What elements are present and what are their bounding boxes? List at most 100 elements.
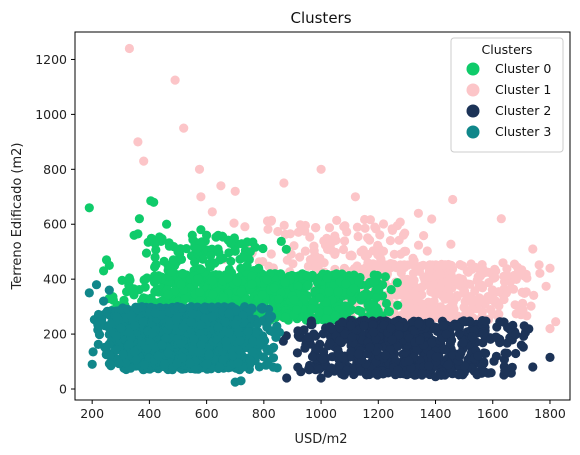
point-cluster-2: [304, 364, 314, 374]
point-cluster-2: [340, 329, 350, 339]
point-cluster-1: [405, 298, 415, 308]
point-cluster-0: [274, 294, 284, 304]
point-cluster-1: [322, 244, 333, 254]
point-cluster-0: [314, 307, 324, 317]
point-cluster-3: [261, 360, 271, 370]
point-cluster-3: [228, 351, 238, 361]
point-cluster-2: [459, 361, 470, 371]
point-cluster-2: [379, 320, 389, 330]
point-cluster-0: [134, 214, 144, 224]
point-cluster-1: [490, 272, 500, 283]
point-cluster-1: [461, 309, 471, 319]
data-points: [84, 43, 561, 387]
point-cluster-1: [448, 194, 458, 205]
point-cluster-0: [333, 286, 343, 297]
point-cluster-3: [248, 336, 258, 346]
point-cluster-0: [124, 273, 134, 283]
point-cluster-1: [365, 215, 375, 225]
y-tick-label: 800: [43, 162, 67, 177]
point-cluster-1: [170, 75, 180, 85]
point-cluster-2: [393, 341, 403, 351]
point-cluster-2: [293, 326, 303, 336]
point-cluster-1: [443, 259, 453, 270]
point-cluster-1: [295, 252, 305, 262]
x-tick-label: 1200: [362, 406, 394, 421]
point-cluster-2: [307, 352, 318, 362]
point-cluster-2: [516, 340, 527, 350]
point-cluster-3: [112, 312, 122, 322]
point-cluster-1: [273, 226, 283, 237]
point-cluster-1: [179, 123, 189, 133]
point-cluster-3: [194, 347, 204, 357]
point-cluster-1: [462, 266, 472, 276]
point-cluster-2: [519, 321, 529, 331]
point-cluster-2: [380, 350, 391, 360]
point-cluster-3: [224, 308, 234, 318]
point-cluster-1: [529, 290, 539, 300]
point-cluster-2: [500, 366, 510, 376]
point-cluster-0: [176, 279, 186, 290]
x-axis-label: USD/m2: [294, 432, 347, 447]
point-cluster-2: [455, 369, 465, 379]
point-cluster-0: [384, 307, 394, 317]
point-cluster-1: [445, 291, 455, 301]
point-cluster-1: [392, 221, 402, 231]
point-cluster-0: [223, 235, 233, 245]
point-cluster-2: [306, 320, 316, 330]
point-cluster-1: [446, 239, 456, 249]
y-tick-label: 200: [43, 327, 67, 342]
point-cluster-1: [448, 301, 458, 311]
point-cluster-3: [114, 358, 124, 369]
point-cluster-1: [508, 284, 519, 294]
point-cluster-1: [196, 192, 206, 202]
point-cluster-1: [279, 220, 289, 230]
point-cluster-1: [408, 268, 419, 278]
point-cluster-0: [84, 203, 94, 213]
point-cluster-3: [106, 318, 117, 328]
point-cluster-1: [330, 247, 340, 257]
point-cluster-0: [141, 248, 152, 258]
point-cluster-3: [111, 331, 121, 341]
y-tick-label: 600: [43, 217, 67, 232]
point-cluster-1: [517, 287, 527, 297]
point-cluster-0: [240, 295, 250, 305]
point-cluster-3: [207, 312, 217, 322]
point-cluster-0: [236, 287, 246, 297]
point-cluster-0: [236, 263, 246, 273]
point-cluster-3: [186, 317, 196, 327]
x-tick-label: 400: [137, 406, 161, 421]
point-cluster-3: [104, 285, 114, 295]
point-cluster-1: [402, 274, 412, 284]
point-cluster-1: [545, 263, 555, 273]
point-cluster-1: [429, 287, 439, 298]
point-cluster-0: [104, 260, 114, 270]
point-cluster-3: [221, 337, 231, 347]
point-cluster-3: [185, 358, 195, 368]
point-cluster-0: [150, 287, 160, 297]
point-cluster-3: [177, 303, 187, 313]
point-cluster-3: [99, 296, 109, 306]
point-cluster-2: [459, 316, 469, 326]
point-cluster-2: [293, 362, 303, 372]
point-cluster-2: [404, 356, 414, 366]
point-cluster-1: [360, 223, 370, 233]
point-cluster-1: [339, 222, 349, 232]
point-cluster-1: [409, 256, 419, 266]
x-tick-label: 200: [80, 406, 104, 421]
point-cluster-1: [486, 305, 496, 315]
point-cluster-0: [254, 263, 264, 273]
point-cluster-1: [266, 249, 276, 259]
point-cluster-1: [378, 219, 389, 229]
point-cluster-1: [413, 208, 423, 218]
point-cluster-2: [333, 345, 343, 355]
point-cluster-1: [319, 258, 329, 268]
point-cluster-1: [419, 231, 429, 241]
point-cluster-3: [199, 304, 209, 314]
point-cluster-3: [84, 288, 94, 298]
point-cluster-1: [535, 268, 545, 278]
point-cluster-3: [230, 319, 240, 329]
point-cluster-0: [393, 300, 403, 310]
point-cluster-2: [447, 335, 457, 345]
point-cluster-3: [157, 340, 167, 350]
point-cluster-3: [94, 330, 105, 340]
